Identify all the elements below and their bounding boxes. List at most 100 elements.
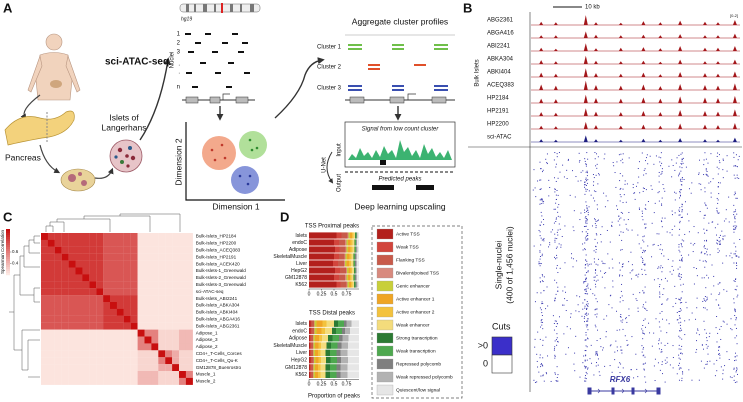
arrow [39,144,61,174]
cut-dot [661,217,663,219]
cut-dot [554,373,556,375]
cut-dot [555,258,557,260]
cut-dot [541,312,543,314]
cut-dot [585,178,587,180]
cut-dot [659,369,661,371]
heatmap-cell [158,288,166,296]
cut-dot [585,190,587,192]
category-label: SkeletalMuscle [273,254,307,260]
cut-dot [585,279,587,281]
heatmap-cell [151,274,159,282]
pancreas-label: Pancreas [5,152,41,162]
cut-dot [554,239,556,241]
cut-dot [555,218,557,220]
cut-dot [622,212,624,214]
signal-peak [715,98,720,103]
heatmap-cell [75,336,83,344]
heatmap-cell [75,371,83,378]
cut-dot [548,195,550,197]
cut-dot [641,152,643,154]
cut-dot [642,363,644,365]
cut-dot [651,345,653,347]
cut-dot [543,200,545,202]
heatmap-cell [96,302,104,309]
signal-peak [539,139,544,142]
heatmap-cell [172,308,180,316]
cut-dot [734,217,736,219]
signal-peak [539,72,544,77]
cut-dot [722,159,724,161]
heatmap-cell [75,295,83,303]
cut-dot [703,228,705,230]
bar-segment [334,320,338,327]
cut-dot [716,197,718,199]
heatmap-cell [158,329,166,337]
heatmap-cell [61,329,69,337]
heatmap-cell [185,377,193,385]
cut-dot [644,269,646,271]
cut-dot [679,310,681,312]
signal-peak [583,31,588,38]
cut-dot [557,380,559,382]
bar-segment [320,371,326,378]
cut-dot [664,277,666,279]
cut-dot [735,309,737,311]
bar-segment [345,274,347,281]
heatmap-cell [61,253,69,261]
heatmap-cell [151,295,159,303]
heatmap-cell [123,274,131,282]
cut-dot [604,153,606,155]
cut-dot [722,239,724,241]
heatmap-cell [130,246,138,254]
cut-dot [678,234,680,236]
chart-title: TSS Proximal peaks [305,224,359,230]
cut-dot [644,376,646,378]
cut-dot [641,268,643,270]
heatmap-cell [144,371,152,378]
cut-dot [680,244,682,246]
cut-dot [555,293,557,295]
cut-dot [621,295,623,297]
cut-dot [603,158,605,160]
heatmap-cell [185,267,193,275]
cut-dot [736,213,738,215]
cut-dot [642,219,644,221]
bar-segment [357,274,359,281]
cut-dot [735,250,737,252]
heatmap-cell [54,336,62,344]
cut-dot [644,250,646,252]
cut-dot [733,367,735,369]
bar-segment [357,260,359,267]
heatmap-cell [47,371,55,378]
heatmap-cell [130,357,138,365]
cut-dot [596,153,598,155]
cut-dot [606,315,608,317]
cut-dot [628,211,630,213]
cut-dot [722,238,724,240]
legend-label: Flanking TSS [396,257,425,263]
heatmap-cell [47,350,55,358]
cut-dot [647,245,649,247]
heatmap-cell [68,295,76,303]
heatmap-cell [137,329,145,337]
legend-box [371,225,463,399]
cut-dot [681,152,683,154]
cut-dot [556,282,558,284]
colorbar-step [6,245,10,248]
cut-dot [685,166,687,168]
cut-dot [717,152,719,154]
cut-dot [678,214,680,216]
cut-dot [603,318,605,320]
heatmap-cell [89,239,97,247]
heatmap-cell [96,281,104,289]
bar-segment [348,232,350,239]
heatmap-cell [110,233,117,240]
cut-dot [596,313,598,315]
cut-dot [710,196,712,198]
cut-dot [566,177,568,179]
cut-dot [555,326,557,328]
bar-segment [356,267,357,274]
cut-dot [655,318,657,320]
cut-dot [701,277,703,279]
cut-dot [719,307,721,309]
